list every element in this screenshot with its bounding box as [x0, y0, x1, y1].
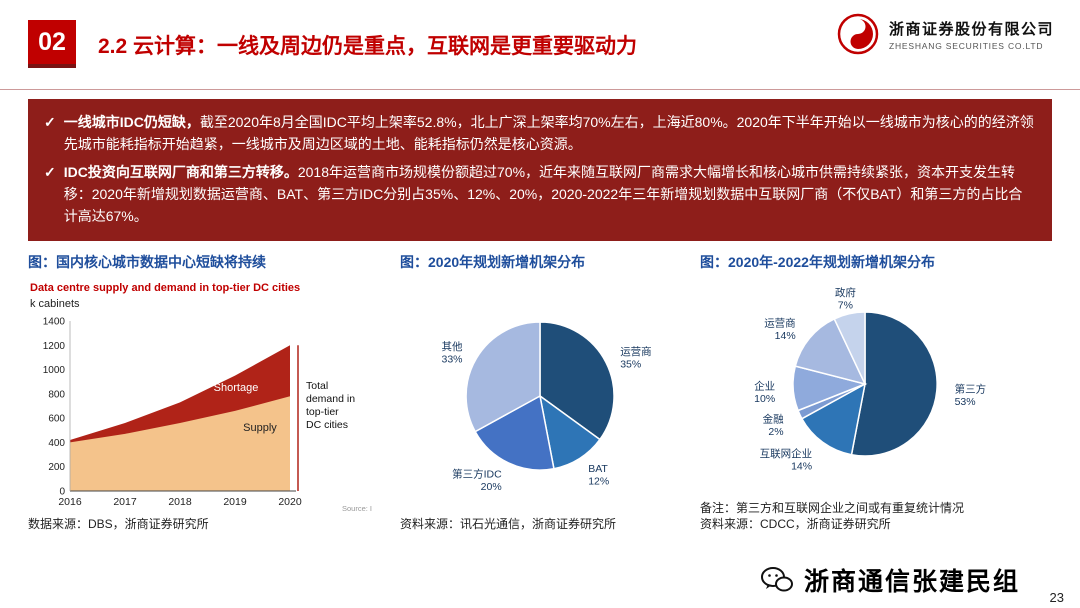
chart-title-1: 图：国内核心城市数据中心短缺将持续 — [28, 254, 266, 270]
charts-row: 图：国内核心城市数据中心短缺将持续 Data centre supply and… — [28, 252, 1052, 532]
pie-slice — [800, 382, 867, 456]
pie-slice — [539, 321, 615, 441]
bullet-item-2: ✓ IDC投资向互联网厂商和第三方转移。2018年运营商市场规模份额超过70%，… — [44, 162, 1036, 227]
bullet-item-1: ✓ 一线城市IDC仍短缺，截至2020年8月全国IDC平均上架率52.8%，北上… — [44, 112, 1036, 155]
page-number: 23 — [1049, 590, 1064, 605]
pie-slice — [833, 311, 866, 385]
bullet-body-2: 2018年运营商市场规模份额超过70%，近年来随互联网厂商需求大幅增长和核心城市… — [63, 164, 1023, 224]
note-duplicate-stats: 备注：第三方和互联网企业之间或有重复统计情况 — [700, 500, 965, 515]
pie-label: 企业 10% — [754, 380, 775, 406]
pie-chart-2020: 运营商 35% BAT 12% 第三方IDC 20% 其他 33% — [441, 321, 652, 493]
y-tick-label: 1200 — [43, 341, 66, 352]
total-demand-annotation: demand in — [306, 393, 355, 405]
bullet-lead-1: 一线城市IDC仍短缺， — [63, 114, 200, 130]
pie-slice — [794, 317, 867, 386]
y-tick-label: 400 — [48, 438, 65, 449]
wechat-account-name: 浙商通信张建民组 — [803, 568, 1020, 596]
x-tick-label: 2016 — [58, 496, 82, 508]
pie-slice — [474, 394, 555, 471]
chart-2-sources: 资料来源：讯石光通信，浙商证券研究所 — [400, 516, 700, 532]
section-number-badge: 02 — [28, 20, 76, 64]
y-tick-label: 1400 — [43, 317, 66, 328]
total-demand-annotation: DC cities — [306, 419, 348, 431]
chart-supply-demand: 图：国内核心城市数据中心短缺将持续 Data centre supply and… — [28, 252, 400, 532]
bullet-text-1: 一线城市IDC仍短缺，截至2020年8月全国IDC平均上架率52.8%，北上广深… — [64, 112, 1036, 155]
pie-label: 金融 2% — [763, 412, 785, 438]
inline-source: Source: I — [342, 504, 372, 513]
x-tick-label: 2017 — [113, 496, 137, 508]
supply-label: Supply — [243, 422, 277, 434]
x-tick-label: 2019 — [223, 496, 247, 508]
company-name-en: ZHESHANG SECURITIES CO.LTD — [888, 40, 1044, 51]
bullet-text-2: IDC投资向互联网厂商和第三方转移。2018年运营商市场规模份额超过70%，近年… — [64, 162, 1036, 227]
company-name-cn: 浙商证券股份有限公司 — [888, 20, 1054, 38]
pie-label: BAT 12% — [588, 463, 609, 488]
pie-label: 第三方 53% — [955, 383, 987, 409]
company-name: 浙商证券股份有限公司 ZHESHANG SECURITIES CO.LTD — [889, 18, 1054, 51]
y-tick-label: 200 — [48, 462, 65, 473]
area-chart: 0 200 400 600 800 1000 1200 1400 2016 2017 2018 201… — [43, 317, 372, 514]
x-tick-label: 2018 — [168, 496, 192, 508]
x-tick-label: 2020 — [278, 496, 302, 508]
slide-header: 02 2.2 云计算：一线及周边仍是重点，互联网是更重要驱动力 浙商证券股份有限… — [0, 0, 1080, 90]
y-tick-label: 600 — [48, 414, 65, 425]
check-icon: ✓ — [44, 164, 56, 181]
y-tick-label: 0 — [59, 487, 65, 498]
chart-pie-2020-2022: 图：2020年-2022年规划新增机架分布 第三方 53% 互联网企业 14% 金融 2%… — [700, 252, 1052, 532]
summary-panel: ✓ 一线城市IDC仍短缺，截至2020年8月全国IDC平均上架率52.8%，北上… — [28, 99, 1052, 242]
y-tick-label: 800 — [48, 389, 65, 400]
check-icon: ✓ — [44, 114, 56, 130]
source-note-3: 资料来源：CDCC，浙商证券研究所 — [700, 516, 891, 531]
footer: 浙商通信张建民组 — [760, 562, 1020, 598]
chart-pie-2020: 图：2020年规划新增机架分布 运营商 35% BAT 12% 第三方IDC 20% 其他 3… — [400, 252, 700, 532]
shortage-label: Shortage — [214, 382, 259, 394]
total-demand-annotation: Total — [306, 380, 328, 392]
pie-slice — [850, 311, 938, 457]
pie-chart-2020-2022: 第三方 53% 互联网企业 14% 金融 2% 企业 10% 运营商 14% 政府 7% — [754, 286, 987, 473]
pie-label: 互联网企业 14% — [760, 447, 813, 473]
source-note-1: 数据来源：DBS，浙商证券研究所 — [28, 516, 209, 531]
pie-label: 第三方IDC 20% — [452, 467, 502, 493]
bullet-body-1: 截至2020年8月全国IDC平均上架率52.8%，北上广深上架率均70%左右，上… — [63, 114, 1034, 152]
pie-label: 运营商 35% — [620, 345, 652, 371]
chart-3-sources: 备注：第三方和互联网企业之间或有重复统计情况 资料来源：CDCC，浙商证券研究所 — [700, 500, 1052, 532]
company-logo: 浙商证券股份有限公司 ZHESHANG SECURITIES CO.LTD — [836, 12, 1054, 56]
pie-label: 政府 7% — [835, 286, 856, 312]
chart-subtitle-1: Data centre supply and demand in top-tie… — [30, 282, 301, 294]
company-emblem-icon — [837, 13, 879, 55]
page-title: 2.2 云计算：一线及周边仍是重点，互联网是更重要驱动力 — [98, 35, 638, 58]
total-demand-annotation: top-tier — [306, 406, 339, 418]
chart-title-3: 图：2020年-2022年规划新增机架分布 — [700, 254, 935, 270]
chart-title-2: 图：2020年规划新增机架分布 — [400, 254, 586, 270]
pie-slice — [465, 321, 541, 433]
bullet-lead-2: IDC投资向互联网厂商和第三方转移。 — [63, 164, 298, 181]
supply-area — [70, 396, 290, 491]
chart-1-sources: 数据来源：DBS，浙商证券研究所 — [28, 516, 400, 532]
y-axis-label: k cabinets — [30, 298, 80, 310]
pie-label: 其他 33% — [441, 340, 463, 366]
y-tick-label: 1000 — [43, 365, 66, 376]
pie-label: 运营商 14% — [764, 317, 796, 343]
source-note-2: 资料来源：讯石光通信，浙商证券研究所 — [400, 516, 617, 531]
wechat-icon — [760, 567, 793, 592]
